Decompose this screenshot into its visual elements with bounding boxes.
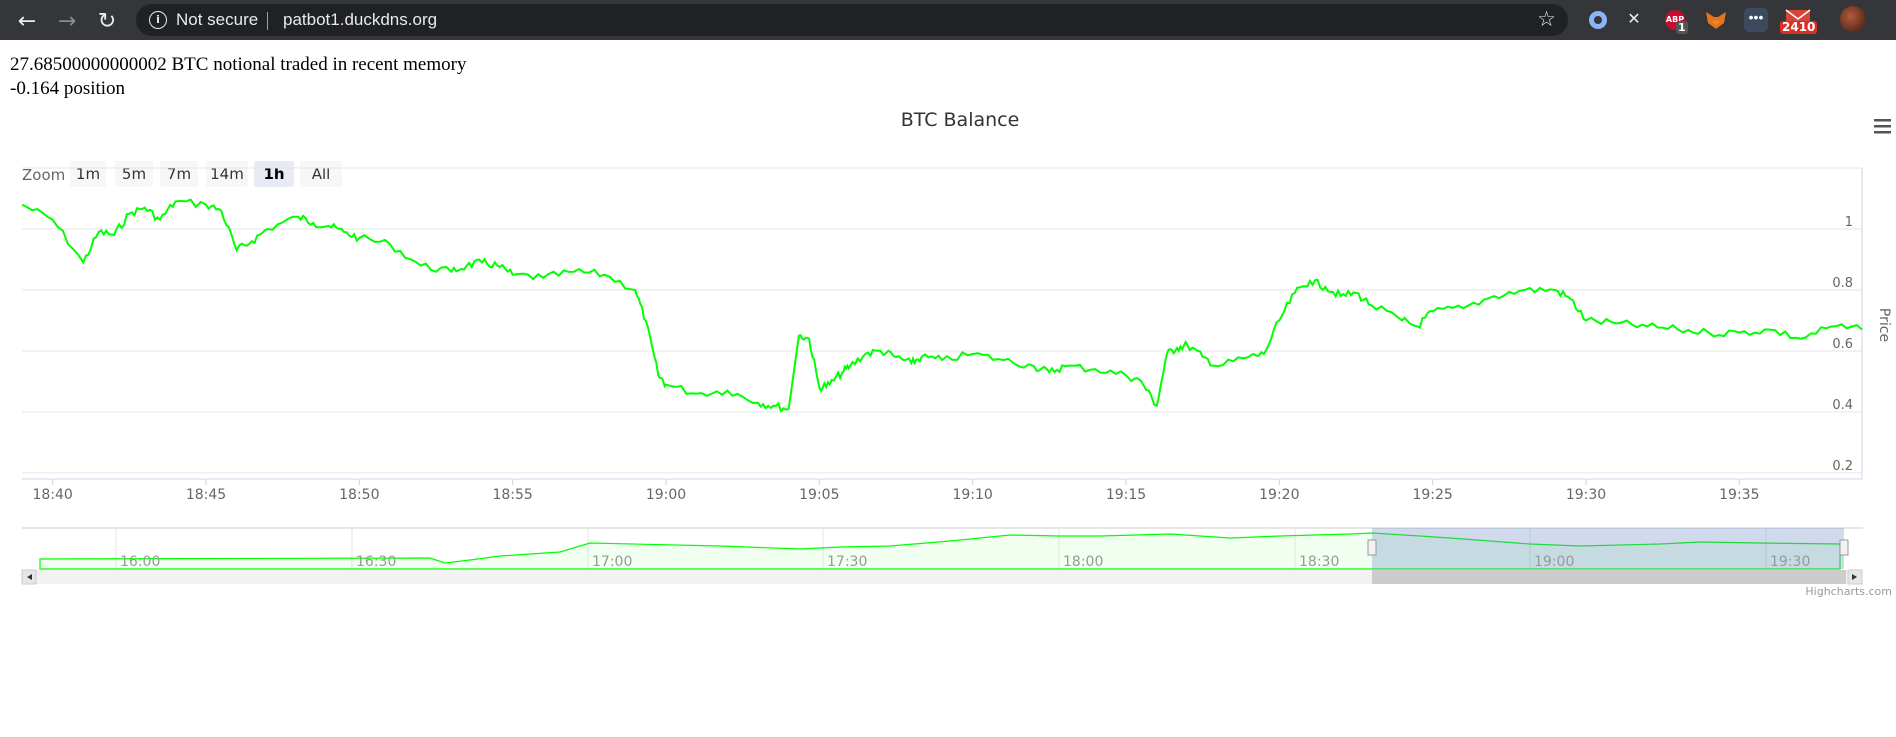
address-bar[interactable]: i Not secure patbot1.duckdns.org ☆ <box>136 4 1568 36</box>
y-axis-title: Price <box>1876 308 1892 342</box>
bookmark-star-icon[interactable]: ☆ <box>1537 7 1556 31</box>
extension-circle-icon[interactable] <box>1586 8 1610 32</box>
navigator-tick-label: 18:00 <box>1063 554 1103 570</box>
extension-x-icon[interactable]: ✕ <box>1627 11 1641 28</box>
forward-arrow-icon[interactable]: → <box>57 8 77 34</box>
zoom-button-1m[interactable]: 1m <box>70 161 106 187</box>
mail-count-badge: 2410 <box>1780 20 1818 34</box>
zoom-label: Zoom <box>22 166 65 184</box>
zoom-button-label: 14m <box>210 165 244 183</box>
x-tick-label: 19:15 <box>1106 487 1146 503</box>
zoom-button-label: 1h <box>263 165 284 183</box>
context-menu-icon[interactable] <box>1872 118 1892 136</box>
y-tick-label: 0.2 <box>1832 459 1853 474</box>
y-tick-label: 1 <box>1845 215 1853 230</box>
x-tick-label: 18:40 <box>32 487 72 503</box>
navigator-tick-labels: 16:00 16:30 17:00 17:30 18:00 18:30 19:00 19:30 <box>120 554 1810 570</box>
info-icon[interactable]: i <box>149 11 167 29</box>
navigator: 16:00 16:30 17:00 17:30 18:00 18:30 19:00 19:30 <box>22 527 1863 570</box>
x-tick-label: 19:25 <box>1412 487 1452 503</box>
y-tick-label: 0.6 <box>1832 337 1853 352</box>
zoom-button-label: 1m <box>76 165 100 183</box>
zoom-button-7m[interactable]: 7m <box>160 161 198 187</box>
y-tick-label: 0.4 <box>1832 398 1853 413</box>
navigator-tick-label: 16:30 <box>356 554 396 570</box>
navigator-tick-label: 19:30 <box>1770 554 1810 570</box>
chart-title: BTC Balance <box>901 109 1020 131</box>
scrollbar[interactable] <box>21 569 1863 585</box>
zoom-button-label: 7m <box>167 165 191 183</box>
zoom-button-5m[interactable]: 5m <box>115 161 153 187</box>
y-tick-label: 0.8 <box>1832 276 1853 291</box>
navigator-selected-range[interactable] <box>1372 528 1844 569</box>
notional-text: 27.68500000000002 BTC notional traded in… <box>10 54 467 75</box>
extension-dots-icon[interactable]: ••• <box>1744 8 1768 32</box>
navigator-left-handle[interactable] <box>1367 539 1377 556</box>
position-text: -0.164 position <box>10 78 126 99</box>
adblock-icon[interactable]: ABP 1 <box>1664 8 1688 34</box>
x-tick-label: 19:05 <box>799 487 839 503</box>
y-grid-lines <box>22 167 1862 474</box>
navigator-right-handle[interactable] <box>1839 539 1849 556</box>
navigator-tick-label: 17:00 <box>592 554 632 570</box>
navigator-grid-lines <box>115 528 1767 569</box>
scrollbar-thumb[interactable] <box>1372 570 1846 584</box>
zoom-button-label: 5m <box>122 165 146 183</box>
x-tick-label: 19:35 <box>1719 487 1759 503</box>
metamask-fox-icon[interactable] <box>1704 8 1728 32</box>
navigator-tick-label: 18:30 <box>1299 554 1339 570</box>
x-tick-label: 18:45 <box>186 487 226 503</box>
x-axis-tick-labels: 18:40 18:45 18:50 18:55 19:00 19:05 19:10 19:15… <box>32 479 1760 503</box>
adblock-count-badge: 1 <box>1676 21 1688 34</box>
zoom-button-all[interactable]: All <box>300 161 342 187</box>
navigator-series-area <box>39 532 1841 570</box>
address-separator <box>267 12 268 30</box>
x-tick-label: 18:50 <box>339 487 379 503</box>
profile-avatar[interactable] <box>1840 6 1866 32</box>
reload-icon[interactable]: ↻ <box>97 8 117 34</box>
status-text-block: 27.68500000000002 BTC notional traded in… <box>10 53 466 101</box>
navigator-tick-label: 17:30 <box>827 554 867 570</box>
scrollbar-right-arrow-icon <box>1852 574 1857 580</box>
back-arrow-icon[interactable]: ← <box>17 8 37 34</box>
x-tick-label: 18:55 <box>492 487 532 503</box>
navigator-tick-label: 16:00 <box>120 554 160 570</box>
btc-balance-series-line <box>21 198 1863 414</box>
zoom-button-14m[interactable]: 14m <box>206 161 248 187</box>
x-tick-label: 19:00 <box>646 487 686 503</box>
mail-icon[interactable]: 2410 <box>1780 8 1818 34</box>
browser-toolbar: ← → ↻ i Not secure patbot1.duckdns.org ☆… <box>0 0 1896 40</box>
zoom-button-1h[interactable]: 1h <box>254 161 294 187</box>
credits-text[interactable]: Highcharts.com <box>1805 585 1892 598</box>
security-label[interactable]: Not secure <box>176 10 259 29</box>
y-axis-tick-labels: 0.2 0.4 0.6 0.8 1 <box>1832 215 1853 474</box>
x-tick-label: 19:20 <box>1259 487 1299 503</box>
btc-balance-chart: BTC Balance Zoom 1m 5m 7m 14m 1h All 0.20.40.… <box>21 109 1892 598</box>
zoom-button-group: 1m 5m 7m 14m 1h All <box>70 161 342 187</box>
x-tick-label: 19:10 <box>952 487 992 503</box>
x-tick-label: 19:30 <box>1566 487 1606 503</box>
scrollbar-left-arrow-icon <box>27 574 32 580</box>
zoom-button-label: All <box>312 165 331 183</box>
url-text[interactable]: patbot1.duckdns.org <box>283 10 438 29</box>
navigator-tick-label: 19:00 <box>1534 554 1574 570</box>
